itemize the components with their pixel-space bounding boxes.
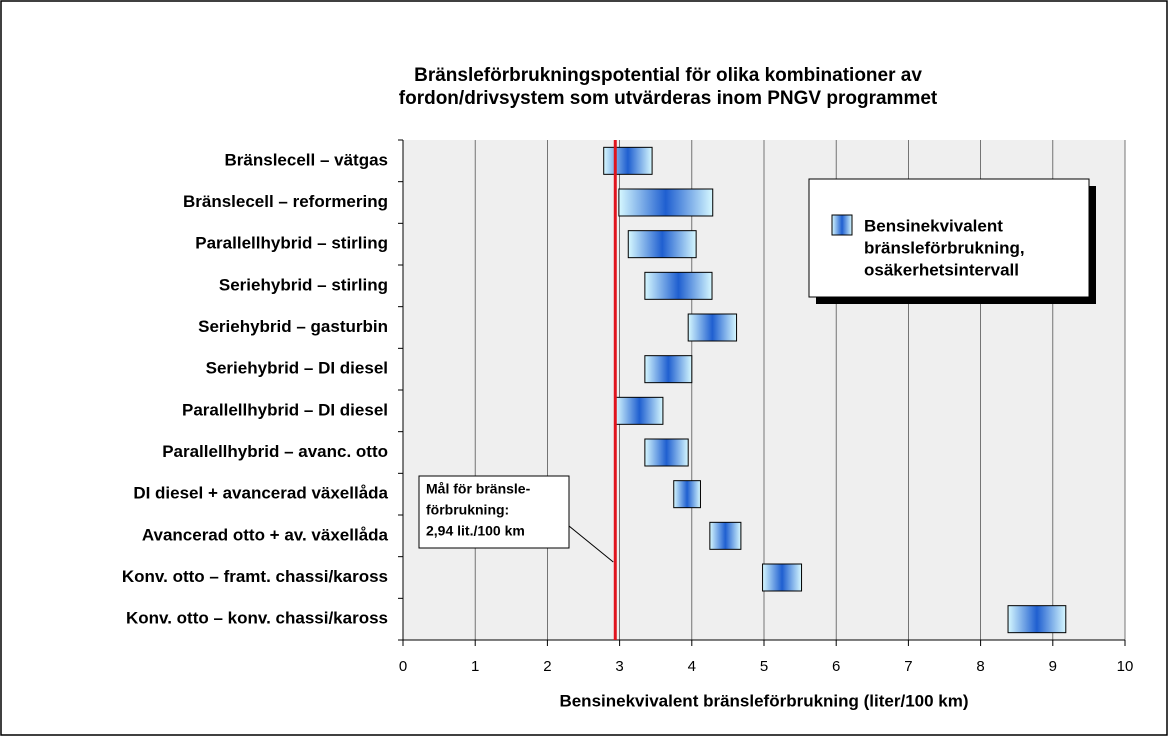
x-tick-label: 9 <box>1049 658 1057 675</box>
x-tick-label: 10 <box>1117 658 1134 675</box>
x-tick-label: 5 <box>760 658 768 675</box>
annotation: förbrukning: <box>426 502 509 518</box>
annotation: Mål för bränsle- <box>426 481 531 497</box>
legend-swatch <box>831 214 853 236</box>
y-tick-label: Avancerad otto + av. växellåda <box>142 525 389 544</box>
y-tick-label: Parallellhybrid – DI diesel <box>182 400 388 419</box>
x-tick-label: 7 <box>904 658 912 675</box>
bar <box>627 230 697 259</box>
annotation-box <box>418 475 570 549</box>
y-tick-label: Seriehybrid – DI diesel <box>206 359 388 378</box>
chart-title: fordon/drivsystem som utvärderas inom PN… <box>399 88 938 109</box>
bar <box>673 480 701 509</box>
x-tick-label: 6 <box>832 658 840 675</box>
annotation: 2,94 lit./100 km <box>426 523 525 539</box>
y-tick-label: Bränslecell – vätgas <box>225 150 388 169</box>
legend-label: osäkerhetsintervall <box>864 260 1019 279</box>
x-tick-label: 3 <box>615 658 623 675</box>
bar <box>615 396 664 425</box>
bar <box>618 188 714 217</box>
y-tick-label: Parallellhybrid – stirling <box>195 234 388 253</box>
y-tick-label: Seriehybrid – gasturbin <box>198 317 388 336</box>
y-tick-label: Parallellhybrid – avanc. otto <box>162 442 388 461</box>
y-tick-label: DI diesel + avancerad växellåda <box>133 484 388 503</box>
chart-title: Bränsleförbrukningspotential för olika k… <box>414 65 922 86</box>
y-tick-label: Bränslecell – reformering <box>183 192 388 211</box>
bar <box>644 271 713 300</box>
x-axis-label: Bensinekvivalent bränsleförbrukning (lit… <box>559 691 968 710</box>
x-tick-label: 2 <box>543 658 551 675</box>
bar <box>709 521 742 550</box>
y-tick-label: Konv. otto – framt. chassi/kaross <box>122 567 388 586</box>
y-tick-label: Seriehybrid – stirling <box>219 275 388 294</box>
bar <box>603 146 653 175</box>
bar <box>644 355 693 384</box>
y-tick-label: Konv. otto – konv. chassi/kaross <box>126 609 388 628</box>
bar <box>687 313 738 342</box>
legend-label: Bensinekvivalent <box>864 216 1003 235</box>
x-tick-label: 4 <box>688 658 696 675</box>
x-tick-label: 0 <box>399 658 407 675</box>
x-tick-label: 8 <box>976 658 984 675</box>
bar <box>1007 605 1067 634</box>
bar <box>644 438 689 467</box>
legend-label: bränsleförbrukning, <box>864 238 1025 257</box>
bar <box>762 563 803 592</box>
x-tick-label: 1 <box>471 658 479 675</box>
legend-box <box>808 178 1090 298</box>
